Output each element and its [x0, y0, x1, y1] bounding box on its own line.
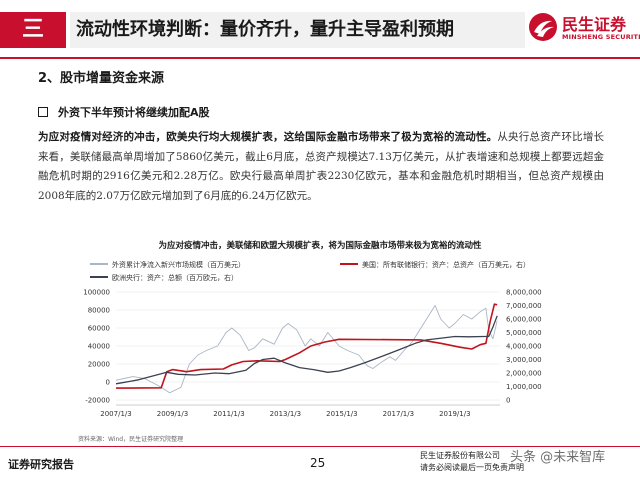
bullet-text: 外资下半年预计将继续加配A股	[58, 106, 210, 119]
y-left-tick-label: 20000	[88, 361, 110, 369]
y-right-tick-label: 1,000,000	[506, 383, 542, 391]
minsheng-logo: 民生证券 MINSHENG SECURITIES	[528, 8, 640, 50]
liquidity-line-chart: 外资累计净流入新兴市场规模（百万美元） 美国：所有联储银行：资产：总资产（百万美元…	[83, 260, 541, 419]
watermark-text: 头条 @未来智库	[510, 450, 606, 465]
bullet-heading: 外资下半年预计将继续加配A股	[38, 104, 210, 120]
y-left-tick-label: 80000	[88, 307, 110, 315]
y-right-tick-label: 2,000,000	[506, 370, 542, 378]
legend-label-2: 美国：所有联储银行：资产：总资产（百万美元，右）	[362, 260, 530, 269]
x-tick-label: 2009/1/3	[157, 410, 188, 418]
series-line-2	[115, 303, 498, 389]
body-paragraph: 为应对疫情对经济的冲击，欧美央行均大规模扩表，这给国际金融市场带来了极为宽裕的流…	[38, 128, 604, 206]
y-right-tick-label: 4,000,000	[506, 343, 542, 351]
page-title: 流动性环境判断：量价齐升，量升主导盈利预期	[76, 19, 454, 40]
series-line-1	[115, 305, 498, 394]
paragraph-body: 从央行总资产环比增长来看，美联储最高单周增加了5860亿美元，截止6月底，总资产…	[38, 131, 605, 202]
chart-source-note: 资料来源：Wind，民生证券研究院整理	[78, 436, 184, 443]
section-number-badge: 三	[0, 12, 66, 48]
y-left-tick-label: 0	[106, 379, 110, 387]
section-subheading: 2、股市增量资金来源	[38, 71, 165, 86]
logo-text-cn: 民生证券	[562, 15, 627, 34]
y-right-tick-label: 7,000,000	[506, 302, 542, 310]
chart-title: 为应对疫情冲击，美联储和欧盟大规模扩表，将为国际金融市场带来极为宽裕的流动性	[158, 241, 482, 251]
page-header: 三 流动性环境判断：量价齐升，量升主导盈利预期 民生证券 MINSHENG SE…	[0, 0, 640, 60]
square-bullet-icon	[38, 107, 48, 117]
page-number: 25	[310, 456, 326, 470]
footer-label: 证券研究报告	[8, 458, 74, 471]
chart-series	[115, 303, 498, 394]
paragraph-lead: 为应对疫情对经济的冲击，欧美央行均大规模扩表，这给国际金融市场带来了极为宽裕的流…	[38, 131, 498, 143]
logo-text-en: MINSHENG SECURITIES	[562, 33, 640, 41]
y-left-tick-label: 60000	[88, 325, 110, 333]
y-left-tick-label: -20000	[85, 397, 110, 405]
y-left-tick-label: 40000	[88, 343, 110, 351]
y-right-tick-label: 3,000,000	[506, 356, 542, 364]
legend-label-1: 外资累计净流入新兴市场规模（百万美元）	[112, 260, 245, 269]
footer-company: 民生证券股份有限公司	[420, 451, 500, 460]
x-tick-label: 2011/1/3	[213, 410, 244, 418]
title-bar	[70, 12, 525, 48]
y-right-tick-label: 8,000,000	[506, 289, 542, 297]
series-line-3	[115, 315, 498, 385]
x-tick-label: 2013/1/3	[270, 410, 301, 418]
logo-mark-icon	[529, 13, 557, 41]
x-tick-label: 2015/1/3	[326, 410, 357, 418]
chart-axes: 100000 80000 60000 40000 20000 0 -20000 8,000,0…	[83, 289, 541, 419]
x-tick-label: 2007/1/3	[100, 410, 131, 418]
header-divider	[0, 57, 640, 59]
legend-label-3: 欧洲央行：资产：总额（百万欧元，右）	[112, 273, 238, 282]
y-right-tick-label: 0	[506, 397, 510, 405]
y-right-tick-label: 6,000,000	[506, 316, 542, 324]
footer-divider	[0, 446, 640, 447]
y-right-tick-label: 5,000,000	[506, 329, 542, 337]
chart-gridlines	[116, 291, 500, 401]
footer-disclaimer: 请务必阅读最后一页免责声明	[420, 463, 524, 472]
x-tick-label: 2017/1/3	[383, 410, 414, 418]
chart-legend: 外资累计净流入新兴市场规模（百万美元） 美国：所有联储银行：资产：总资产（百万美元…	[90, 260, 530, 282]
y-left-tick-label: 100000	[83, 289, 110, 297]
x-tick-label: 2019/1/3	[439, 410, 470, 418]
